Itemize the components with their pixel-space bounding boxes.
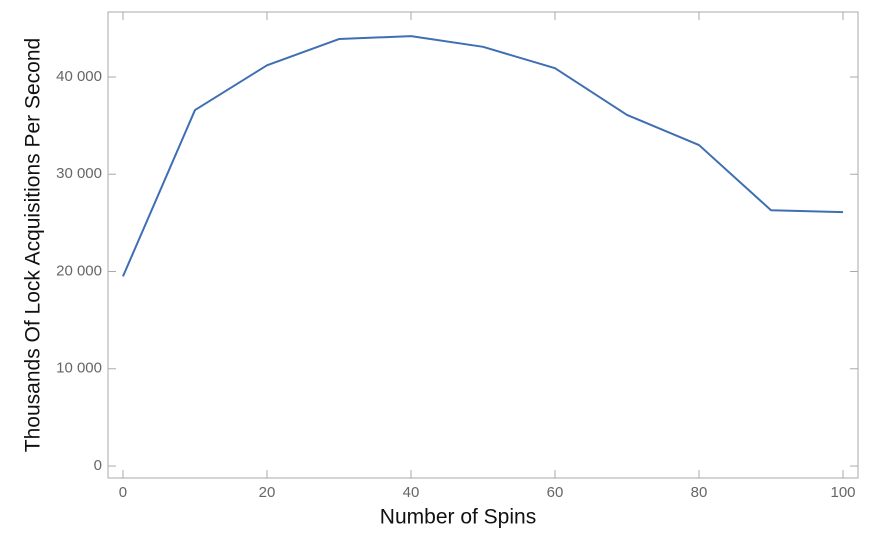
y-tick-label: 20 000 <box>56 262 102 279</box>
x-tick-label: 60 <box>547 484 564 501</box>
x-tick-label: 40 <box>403 484 420 501</box>
y-tick-label: 0 <box>94 457 102 474</box>
plot-frame <box>107 11 859 479</box>
x-tick-label: 80 <box>691 484 708 501</box>
line-series <box>122 35 844 277</box>
x-axis-label: Number of Spins <box>380 506 536 529</box>
y-axis-label: Thousands Of Lock Acquisitions Per Secon… <box>22 38 45 452</box>
x-tick-label: 20 <box>259 484 276 501</box>
x-tick-label: 100 <box>831 484 856 501</box>
y-tick-label: 10 000 <box>56 360 102 377</box>
y-tick-label: 40 000 <box>56 68 102 85</box>
y-tick-label: 30 000 <box>56 165 102 182</box>
x-tick-label: 0 <box>119 484 127 501</box>
